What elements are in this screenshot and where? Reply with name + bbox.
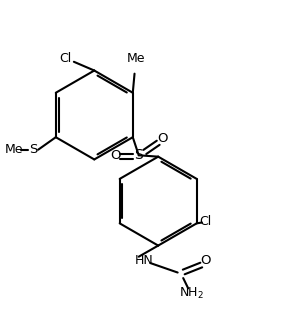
Text: S: S — [134, 148, 143, 162]
Text: HN: HN — [135, 254, 154, 267]
Text: NH$_2$: NH$_2$ — [179, 286, 204, 301]
Text: Me: Me — [127, 51, 145, 65]
Text: Me: Me — [5, 143, 23, 156]
Text: Cl: Cl — [199, 215, 212, 228]
Text: O: O — [110, 149, 120, 162]
Text: O: O — [200, 254, 211, 267]
Text: O: O — [157, 132, 168, 145]
Text: S: S — [29, 143, 37, 156]
Text: Cl: Cl — [59, 51, 71, 65]
